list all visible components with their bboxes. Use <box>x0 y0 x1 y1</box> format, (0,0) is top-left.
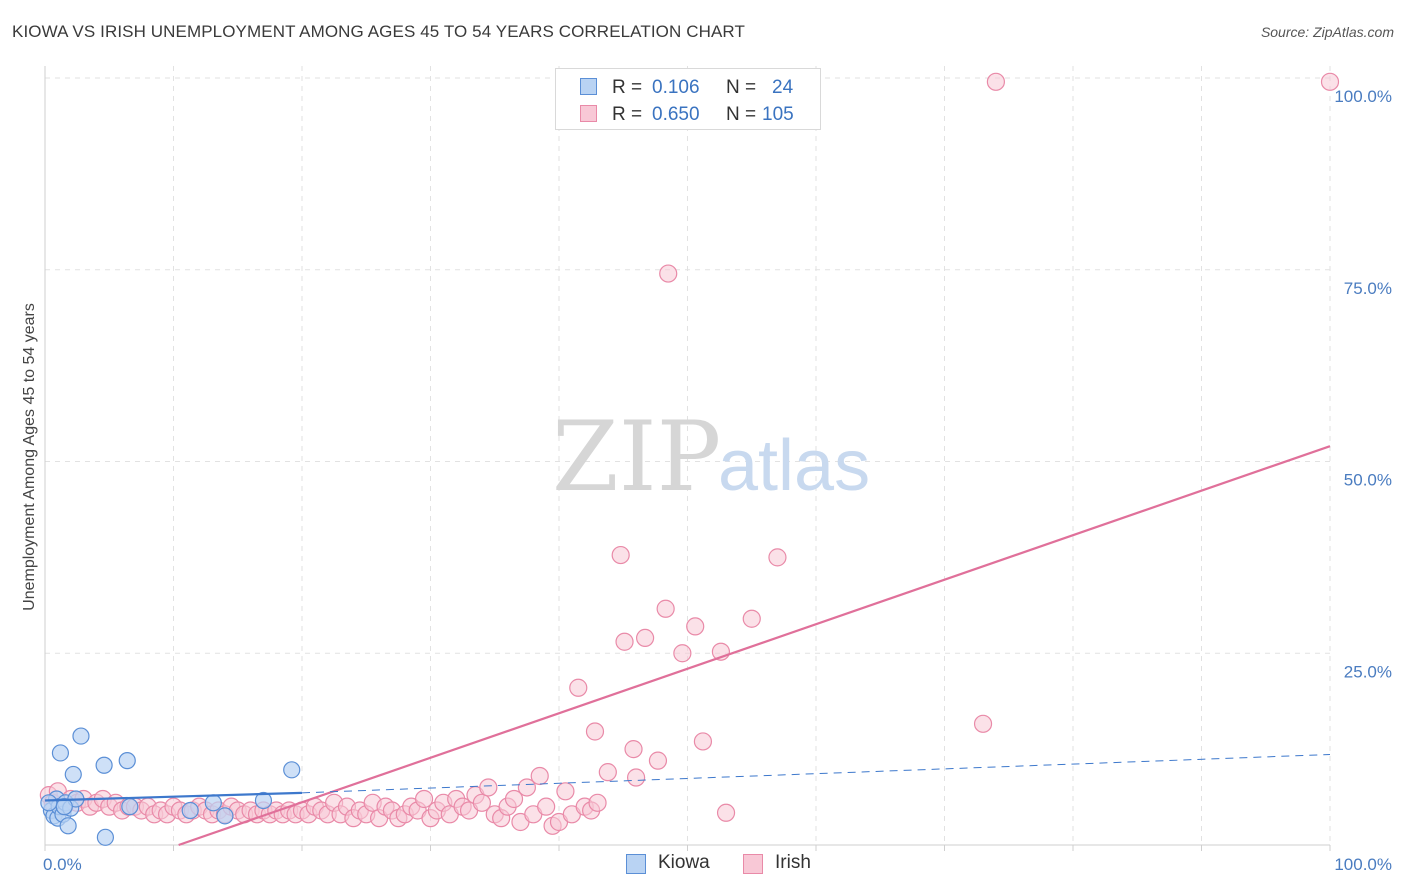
irish-legend-swatch <box>743 854 763 874</box>
r-label: R = <box>612 77 643 98</box>
watermark-atlas: atlas <box>718 426 870 506</box>
irish-point <box>742 609 761 628</box>
n-value: 24 <box>772 77 794 98</box>
kiowa-point <box>118 752 136 770</box>
irish-point <box>686 617 705 636</box>
kiowa-point <box>121 798 139 816</box>
kiowa-trend-extension <box>301 753 1331 794</box>
kiowa-point <box>40 794 58 812</box>
kiowa-swatch <box>580 78 597 95</box>
y-axis-label: Unemployment Among Ages 45 to 54 years <box>21 303 38 611</box>
x-tick-label: 100.0% <box>1334 855 1392 874</box>
y-tick-label: 50.0% <box>1344 471 1392 490</box>
trend-lines <box>44 445 1331 847</box>
irish-swatch <box>580 105 597 122</box>
irish-point <box>716 803 736 822</box>
irish-point <box>479 778 498 797</box>
irish-point <box>598 763 617 782</box>
kiowa-point <box>204 794 222 812</box>
r-value: 0.106 <box>652 77 700 98</box>
kiowa-point <box>51 744 70 762</box>
watermark-zip: ZIP <box>552 401 721 513</box>
irish-point <box>693 732 713 751</box>
kiowa-point <box>59 817 77 835</box>
irish-point <box>635 628 655 648</box>
irish-point <box>472 793 491 812</box>
n-value: 105 <box>762 104 794 125</box>
kiowa-point <box>64 765 82 784</box>
irish-trend-line <box>178 445 1331 847</box>
irish-point <box>585 722 605 741</box>
irish-point <box>556 782 575 801</box>
x-tick-label: 0.0% <box>43 855 82 874</box>
kiowa-point <box>254 791 273 810</box>
irish-point <box>530 766 549 786</box>
r-value: 0.650 <box>652 104 700 125</box>
axes <box>44 66 1331 851</box>
irish-point <box>648 751 668 770</box>
y-tick-label: 100.0% <box>1334 87 1392 106</box>
irish-point <box>973 714 993 733</box>
irish-point <box>656 599 675 618</box>
n-label: N = <box>726 77 757 98</box>
kiowa-series <box>40 727 301 846</box>
irish-point <box>569 678 588 697</box>
kiowa-trend-line <box>44 791 303 802</box>
stats-row-irish: R = 0.650 N = 105 <box>556 101 820 127</box>
kiowa-point <box>216 807 234 825</box>
irish-point <box>588 793 607 812</box>
y-tick-label: 25.0% <box>1344 662 1392 681</box>
stats-box: R = 0.106 N = 24 R = 0.650 N = 105 <box>555 68 821 130</box>
irish-point <box>615 632 634 651</box>
r-label: R = <box>612 104 643 125</box>
irish-point <box>517 778 536 797</box>
irish-point <box>768 548 787 567</box>
chart-title: KIOWA VS IRISH UNEMPLOYMENT AMONG AGES 4… <box>12 22 745 41</box>
kiowa-point <box>72 727 90 745</box>
irish-point <box>659 264 678 283</box>
irish-point <box>504 789 524 809</box>
kiowa-point <box>95 756 113 774</box>
irish-point <box>626 768 646 787</box>
y-tick-label: 75.0% <box>1344 279 1392 298</box>
irish-point <box>1320 72 1340 91</box>
watermark: ZIP atlas <box>552 401 870 513</box>
irish-point <box>537 797 556 816</box>
irish-point <box>673 644 692 663</box>
irish-point <box>611 545 630 565</box>
kiowa-point <box>96 828 114 846</box>
irish-point <box>624 740 643 759</box>
kiowa-legend-swatch <box>626 854 646 874</box>
legend-label-kiowa: Kiowa <box>658 852 710 873</box>
kiowa-point <box>283 761 301 779</box>
legend-label-irish: Irish <box>775 852 811 873</box>
kiowa-point <box>55 798 73 816</box>
tick-labels: 25.0% 50.0% 75.0% 100.0% 0.0% 100.0% <box>43 87 1392 874</box>
source-credit: Source: ZipAtlas.com <box>1260 24 1394 40</box>
kiowa-point <box>181 801 199 820</box>
n-label: N = <box>726 104 757 125</box>
irish-point <box>986 72 1006 91</box>
stats-row-kiowa: R = 0.106 N = 24 <box>556 74 820 100</box>
irish-point <box>414 789 434 809</box>
